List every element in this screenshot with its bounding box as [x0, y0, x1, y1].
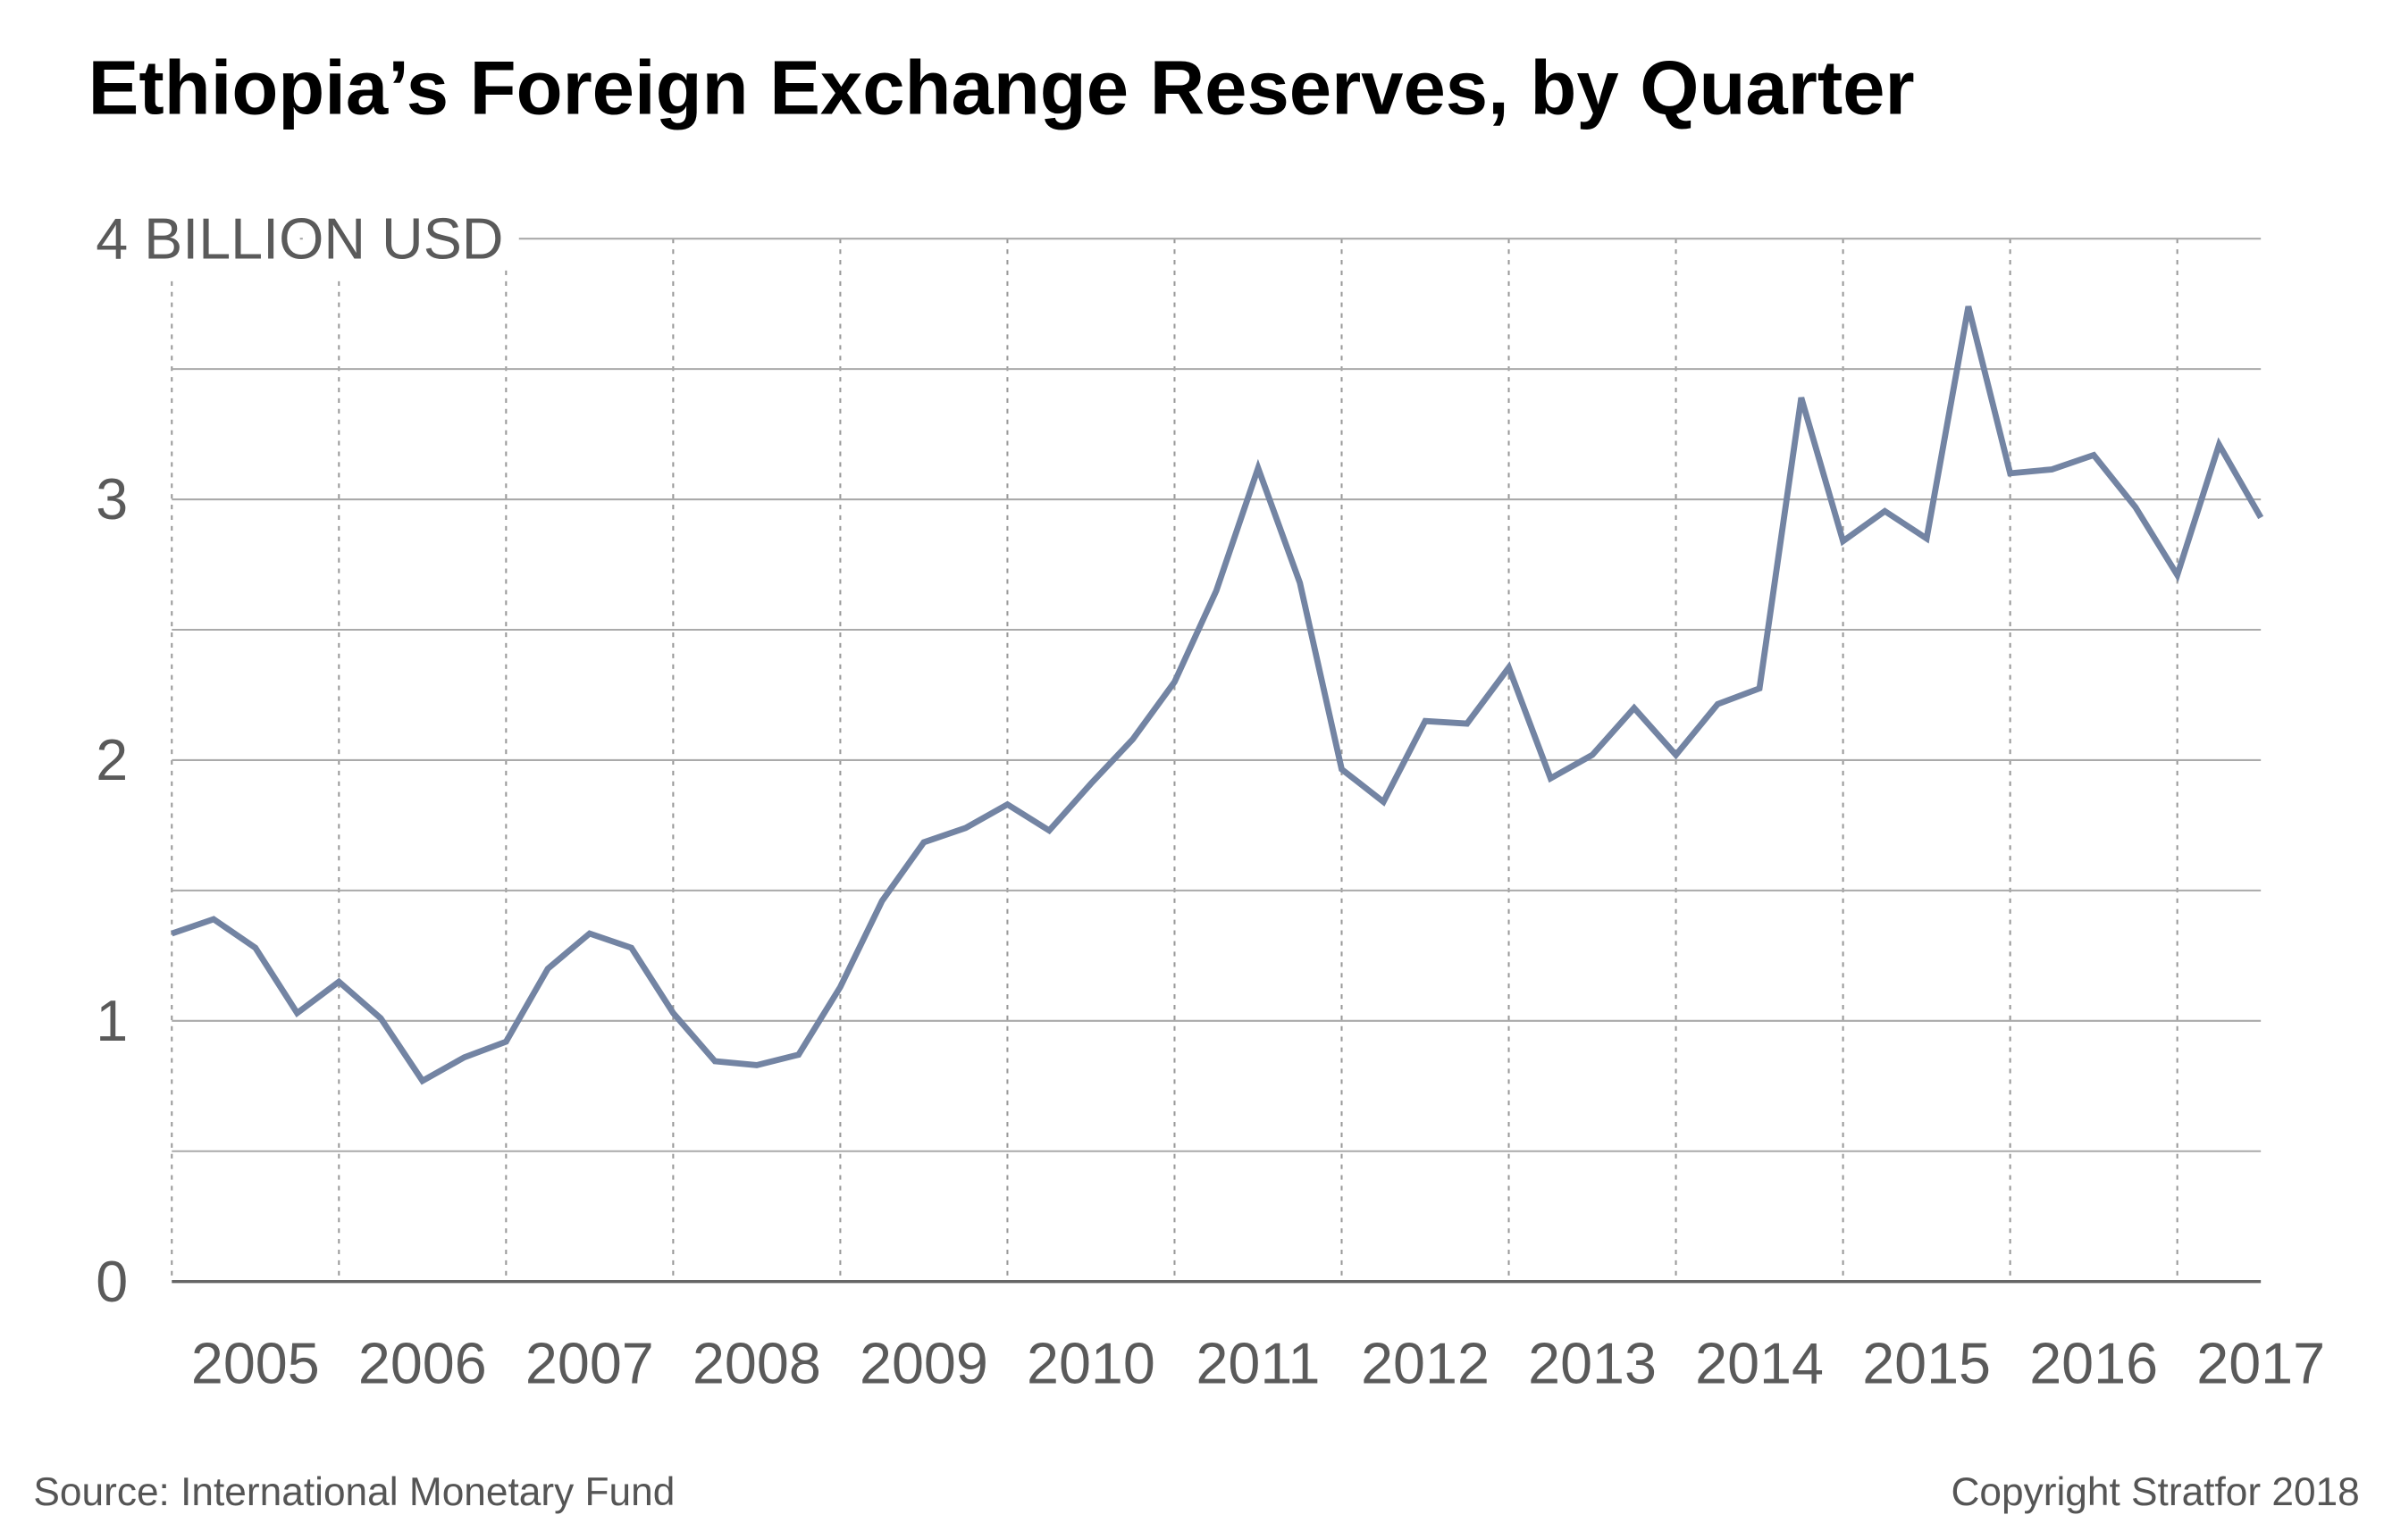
x-tick-label: 2017 [2196, 1331, 2325, 1396]
x-tick-label: 2013 [1528, 1331, 1657, 1396]
x-tick-label: 2008 [693, 1331, 821, 1396]
y-tick-label: 0 [96, 1249, 128, 1314]
data-line [171, 305, 2264, 1085]
x-tick-label: 2011 [1196, 1331, 1320, 1396]
x-tick-label: 2016 [2029, 1331, 2158, 1396]
y-tick-label: 3 [96, 466, 128, 531]
x-tick-label: 2007 [525, 1331, 654, 1396]
x-tick-label: 2009 [860, 1331, 988, 1396]
y-tick-label: 4 BILLION USD [96, 205, 503, 271]
x-tick-label: 2010 [1027, 1331, 1155, 1396]
copyright: Copyright Stratfor 2018 [1951, 1470, 2359, 1514]
y-tick-label: 1 [96, 988, 128, 1053]
x-tick-label: 2012 [1361, 1331, 1490, 1396]
y-tick-label: 2 [96, 727, 128, 792]
x-tick-label: 2015 [1862, 1331, 1991, 1396]
x-tick-label: 2005 [191, 1331, 320, 1396]
x-tick-label: 2006 [358, 1331, 487, 1396]
chart-title: Ethiopia’s Foreign Exchange Reserves, by… [88, 46, 1915, 131]
x-tick-label: 2014 [1695, 1331, 1824, 1396]
source: Source: International Monetary Fund [33, 1470, 675, 1514]
